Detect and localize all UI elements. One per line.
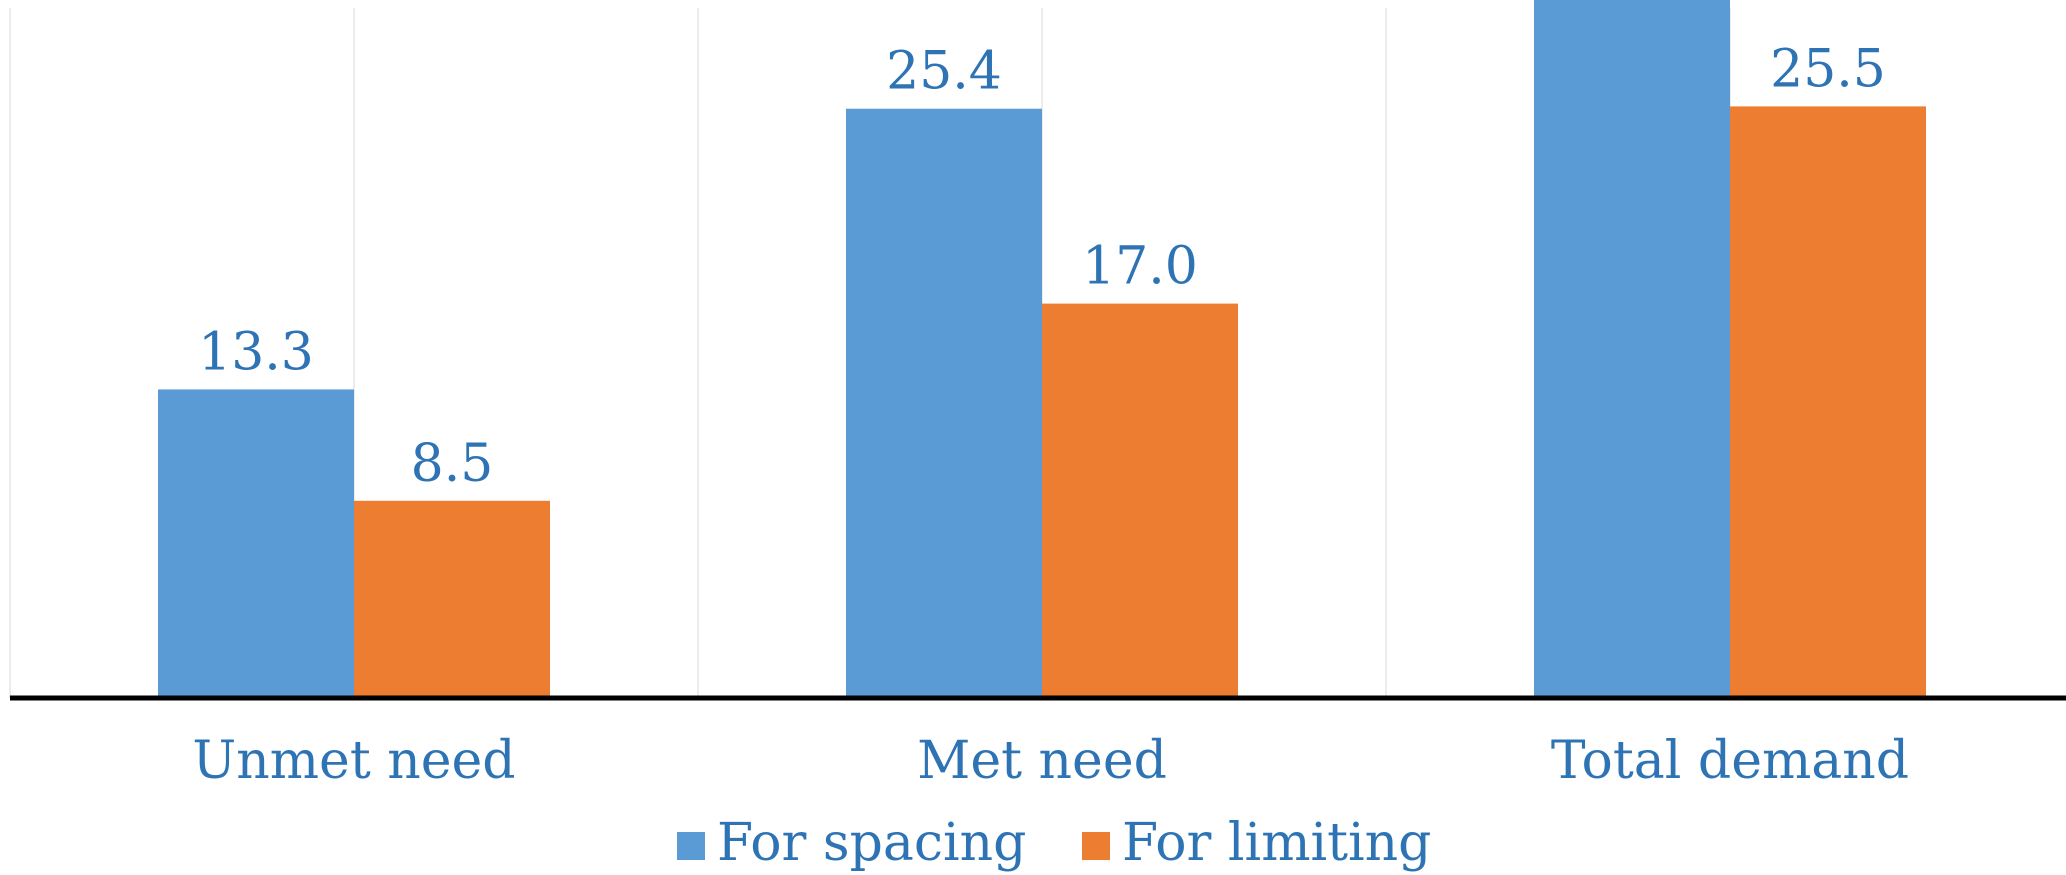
legend-swatch <box>677 832 705 860</box>
data-labels: 13.38.525.417.038.725.5 <box>198 39 1886 494</box>
legend-swatch <box>1082 832 1110 860</box>
bar-limiting-2 <box>1730 106 1926 698</box>
bar-limiting-1 <box>1042 303 1238 698</box>
category-label: Total demand <box>1551 731 1909 791</box>
legend-label: For spacing <box>717 813 1026 873</box>
category-axis-labels: Unmet need Met need Total demand <box>192 731 1909 791</box>
data-label: 25.5 <box>1770 39 1886 99</box>
category-label: Unmet need <box>192 731 515 791</box>
legend: For spacing For limiting <box>677 813 1431 873</box>
data-label: 13.3 <box>198 322 314 382</box>
data-label: 8.5 <box>411 434 494 494</box>
legend-item-limiting: For limiting <box>1082 813 1431 873</box>
bar-spacing-2 <box>1534 0 1730 698</box>
bar-spacing-1 <box>846 108 1042 699</box>
data-label: 25.4 <box>886 42 1002 102</box>
category-label: Met need <box>917 731 1167 791</box>
legend-label: For limiting <box>1122 813 1431 873</box>
data-label: 17.0 <box>1082 237 1198 297</box>
bars <box>158 0 1926 699</box>
bar-spacing-0 <box>158 389 354 698</box>
legend-item-spacing: For spacing <box>677 813 1026 873</box>
bar-limiting-0 <box>354 500 550 698</box>
